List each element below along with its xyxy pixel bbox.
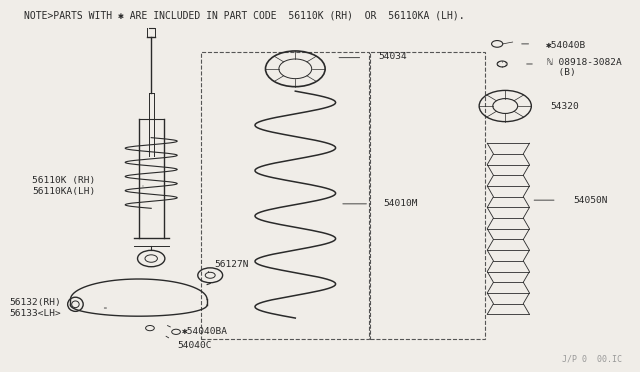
Text: 56127N: 56127N bbox=[214, 260, 249, 269]
Text: 54320: 54320 bbox=[550, 102, 579, 110]
Text: J/P 0  00.IC: J/P 0 00.IC bbox=[562, 355, 622, 364]
Text: 54040C: 54040C bbox=[177, 341, 212, 350]
Text: 54034: 54034 bbox=[378, 52, 407, 61]
Text: 54010M: 54010M bbox=[383, 199, 418, 208]
Text: 56110K (RH)
56110KA(LH): 56110K (RH) 56110KA(LH) bbox=[32, 176, 95, 196]
Text: ✱54040B: ✱54040B bbox=[546, 41, 586, 50]
Text: 54050N: 54050N bbox=[573, 196, 608, 205]
Text: NOTE>PARTS WITH ✱ ARE INCLUDED IN PART CODE  56110K (RH)  OR  56110KA (LH).: NOTE>PARTS WITH ✱ ARE INCLUDED IN PART C… bbox=[24, 10, 465, 20]
Text: ✱54040BA: ✱54040BA bbox=[182, 327, 228, 336]
Text: 56132(RH)
56133<LH>: 56132(RH) 56133<LH> bbox=[10, 298, 61, 318]
Text: ℕ 08918-3082A
  (B): ℕ 08918-3082A (B) bbox=[547, 58, 622, 77]
